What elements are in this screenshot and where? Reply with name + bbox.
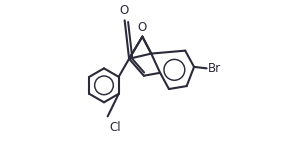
Text: Br: Br: [208, 62, 221, 75]
Text: O: O: [137, 21, 146, 34]
Text: Cl: Cl: [109, 121, 121, 134]
Text: O: O: [119, 4, 129, 17]
